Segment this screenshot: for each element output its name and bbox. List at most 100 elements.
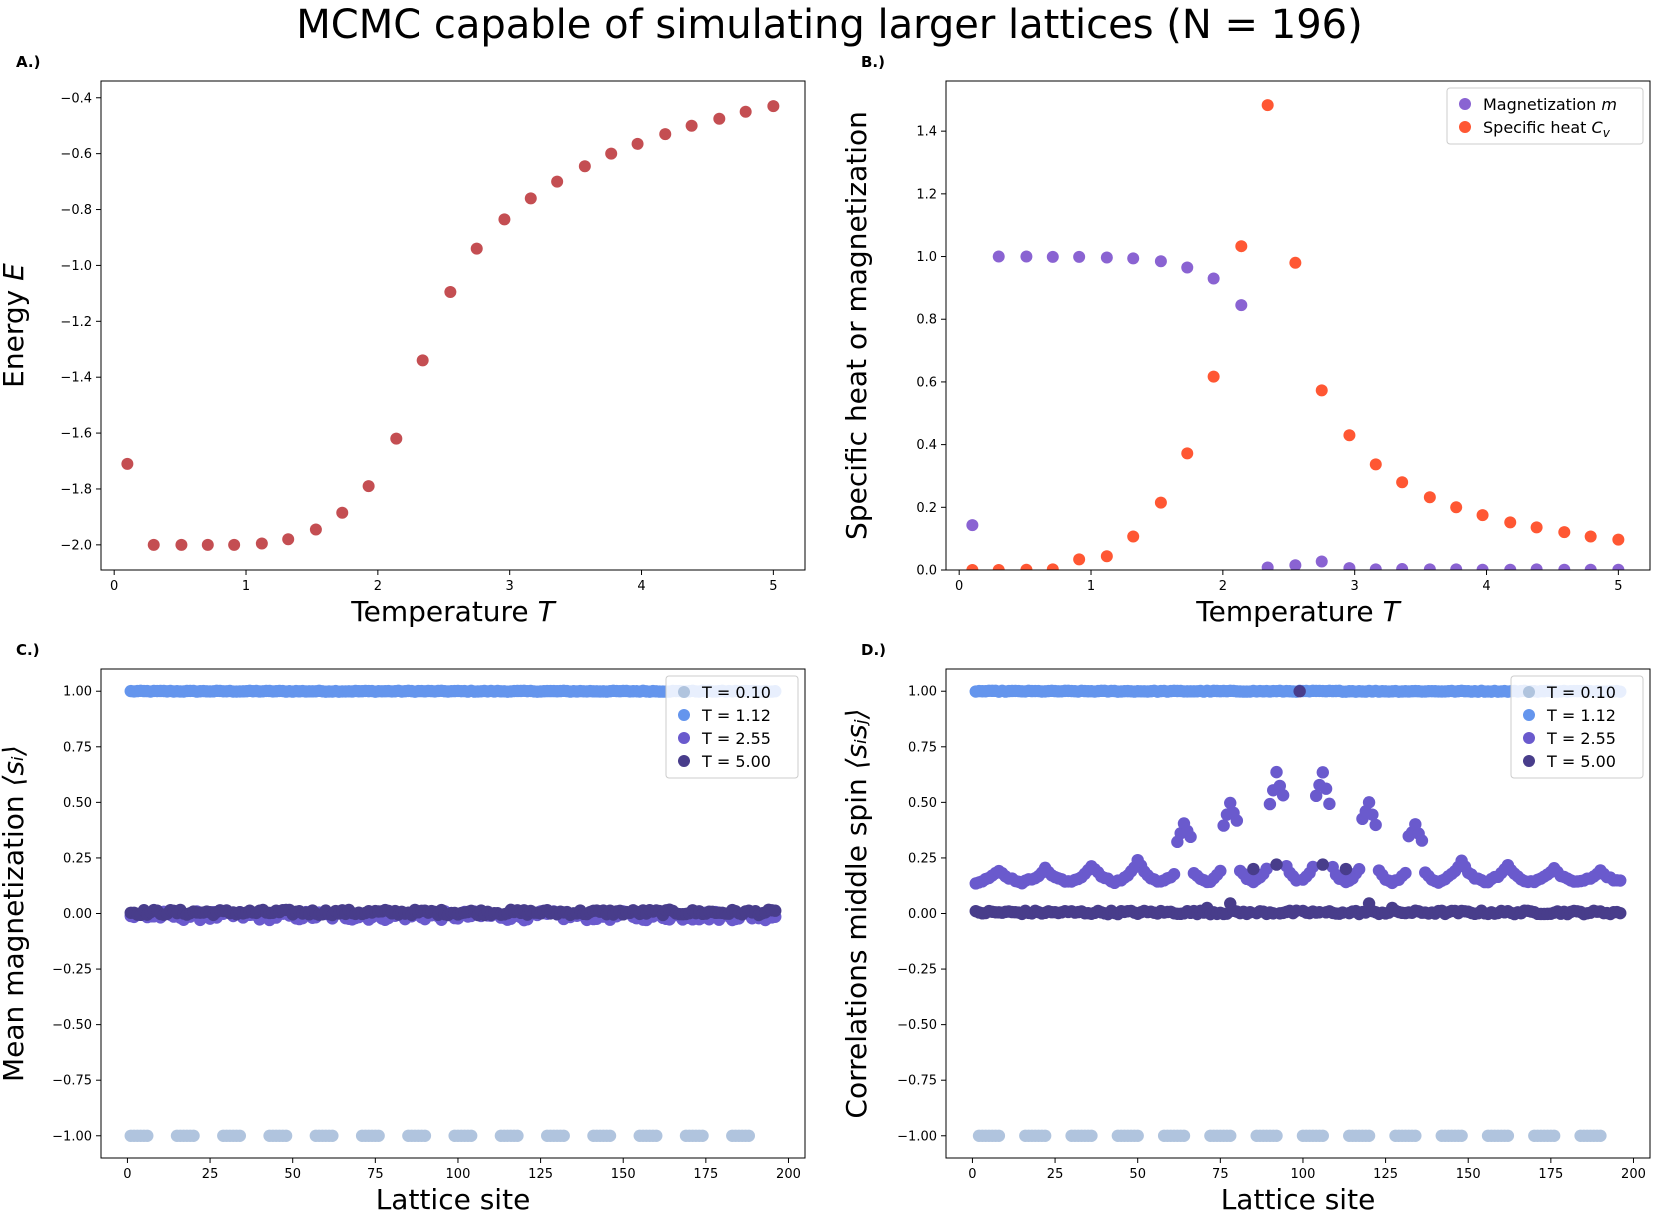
data-point bbox=[201, 538, 214, 551]
data-point bbox=[1315, 555, 1328, 568]
data-point bbox=[742, 1129, 756, 1142]
x-axis-label: Lattice site bbox=[1221, 1183, 1376, 1216]
panel-B: B.) 0 1 2 3 4 5 0.0 0.2 0.4 0.6 0.8 1.0 1.2 1.4 Tempera… bbox=[840, 53, 1651, 628]
data-point bbox=[1184, 830, 1197, 844]
data-point bbox=[1504, 563, 1517, 570]
data-point bbox=[1224, 1129, 1237, 1142]
data-point bbox=[498, 213, 511, 226]
y-tick-label: −0.8 bbox=[60, 203, 92, 218]
data-point bbox=[1247, 862, 1260, 876]
legend-name: T = 2.55 bbox=[1546, 729, 1616, 748]
legend-name: Magnetization bbox=[1483, 95, 1596, 114]
data-point bbox=[1316, 858, 1329, 871]
y-tick-label: −1.00 bbox=[897, 1129, 937, 1144]
y-tick-label: 1.4 bbox=[916, 125, 937, 140]
y-tick-label: −1.0 bbox=[60, 259, 92, 274]
legend-label: Specific heat Cv bbox=[1483, 118, 1611, 140]
legend-var: m bbox=[1596, 95, 1617, 114]
legend-frame bbox=[665, 675, 799, 779]
legend-label: T = 5.00 bbox=[1546, 752, 1616, 771]
data-point bbox=[175, 538, 188, 551]
data-point bbox=[1217, 819, 1230, 832]
y-tick-label: −1.4 bbox=[60, 371, 92, 386]
data-point bbox=[1127, 530, 1140, 543]
data-point bbox=[578, 160, 591, 173]
data-point bbox=[1319, 782, 1333, 795]
x-tick-label: 75 bbox=[1212, 1167, 1229, 1182]
y-tick-label: 0.4 bbox=[916, 438, 937, 453]
y-tick-label: 0.00 bbox=[908, 907, 937, 922]
y-tick-label: 0.0 bbox=[916, 564, 937, 579]
data-point bbox=[1046, 563, 1059, 570]
series-t-0-10 bbox=[972, 1129, 1607, 1142]
data-point bbox=[1167, 868, 1181, 881]
y-axis-label: Correlations middle spin ⟨sᵢsⱼ⟩ bbox=[840, 708, 873, 1118]
data-point bbox=[1501, 1129, 1515, 1142]
legend-label: Magnetization m bbox=[1483, 95, 1617, 114]
data-point bbox=[1369, 458, 1382, 471]
y-tick-label: 1.00 bbox=[63, 685, 92, 700]
data-point bbox=[1020, 250, 1033, 263]
data-point bbox=[1396, 563, 1409, 570]
x-tick-label: 150 bbox=[611, 1167, 636, 1182]
data-point bbox=[1316, 1129, 1329, 1142]
data-point bbox=[1352, 863, 1366, 876]
data-point bbox=[1207, 370, 1220, 383]
axes-frame bbox=[945, 80, 1651, 571]
data-point bbox=[121, 457, 134, 470]
data-point bbox=[1261, 561, 1274, 570]
x-label-text: Lattice site bbox=[376, 1183, 531, 1216]
data-point bbox=[1396, 476, 1409, 489]
x-tick-label: 1 bbox=[1087, 579, 1095, 594]
y-tick-label: −1.2 bbox=[60, 315, 92, 330]
legend-label: T = 5.00 bbox=[701, 752, 771, 771]
data-point bbox=[1261, 99, 1274, 112]
data-layer bbox=[969, 684, 1627, 1142]
data-point bbox=[1273, 779, 1287, 793]
legend: T = 0.10 T = 1.12 T = 2.55 T = 5.00 bbox=[665, 675, 799, 779]
legend-marker bbox=[678, 686, 690, 698]
data-point bbox=[1207, 272, 1220, 285]
legend-label: T = 0.10 bbox=[701, 683, 771, 702]
series-energy bbox=[121, 100, 780, 551]
data-point bbox=[1476, 563, 1489, 570]
data-point bbox=[1343, 562, 1356, 570]
data-point bbox=[1224, 796, 1237, 810]
data-point bbox=[992, 1129, 1006, 1142]
data-point bbox=[659, 128, 672, 141]
data-point bbox=[1020, 563, 1033, 570]
legend-marker bbox=[1523, 709, 1535, 721]
data-point bbox=[416, 354, 429, 367]
data-point bbox=[1547, 1129, 1561, 1142]
legend-label: T = 1.12 bbox=[1546, 706, 1616, 725]
y-tick-label: −1.6 bbox=[60, 427, 92, 442]
legend-marker bbox=[1459, 121, 1471, 133]
x-tick-label: 25 bbox=[1047, 1167, 1064, 1182]
y-tick-label: 0.2 bbox=[916, 501, 937, 516]
y-tick-label: −0.25 bbox=[52, 963, 92, 978]
y-tick-label: −0.75 bbox=[52, 1074, 92, 1089]
data-point bbox=[1073, 553, 1086, 566]
y-tick-label: −0.75 bbox=[897, 1074, 937, 1089]
x-tick-label: 100 bbox=[446, 1167, 471, 1182]
y-label-text: Correlations middle spin bbox=[840, 778, 873, 1118]
series-t-1-12 bbox=[969, 684, 1627, 698]
data-point bbox=[631, 137, 644, 150]
data-point bbox=[1343, 429, 1356, 442]
legend-marker bbox=[1523, 686, 1535, 698]
x-tick-label: 200 bbox=[1621, 1167, 1646, 1182]
data-point bbox=[1558, 526, 1571, 539]
x-tick-label: 2 bbox=[1219, 579, 1227, 594]
x-tick-label: 4 bbox=[637, 579, 645, 594]
data-point bbox=[233, 1129, 247, 1142]
data-point bbox=[1423, 491, 1436, 504]
data-point bbox=[1399, 866, 1412, 880]
data-point bbox=[1316, 766, 1329, 779]
data-point bbox=[390, 432, 403, 445]
y-label-math: ⟨sᵢ⟩ bbox=[0, 745, 30, 795]
series-t-5-00 bbox=[124, 903, 782, 922]
y-label-math: ⟨sᵢsⱼ⟩ bbox=[840, 708, 873, 778]
data-point bbox=[1100, 251, 1113, 264]
legend-marker bbox=[1459, 98, 1471, 110]
